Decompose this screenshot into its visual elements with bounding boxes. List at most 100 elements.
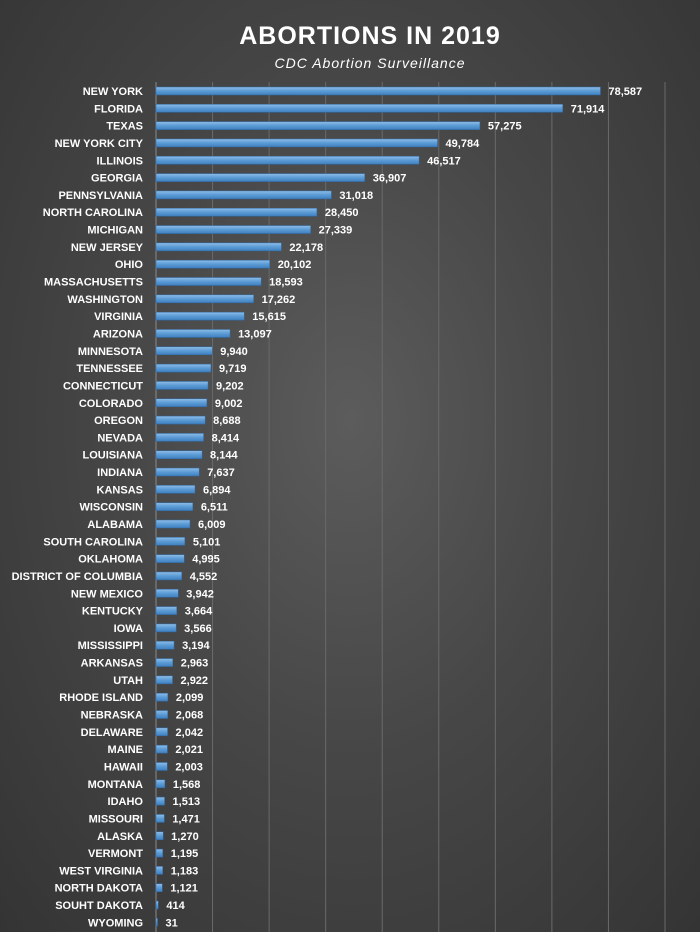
category-label: SOUHT DAKOTA xyxy=(55,900,143,912)
bar xyxy=(155,848,164,858)
category-label: KANSAS xyxy=(97,484,143,496)
data-label: 5,101 xyxy=(193,536,221,548)
category-label: NORTH CAROLINA xyxy=(43,207,143,219)
data-label: 4,552 xyxy=(190,571,218,583)
data-label: 1,270 xyxy=(171,831,199,843)
data-label: 2,922 xyxy=(181,675,209,687)
category-label: WEST VIRGINIA xyxy=(59,865,143,877)
data-label: 6,894 xyxy=(203,484,231,496)
bar xyxy=(155,918,158,927)
category-label: UTAH xyxy=(113,675,143,687)
data-label: 1,121 xyxy=(170,883,198,895)
data-label: 31 xyxy=(166,917,178,929)
data-label: 27,339 xyxy=(319,225,353,237)
data-label: 7,637 xyxy=(207,467,235,479)
category-label: DISTRICT OF COLUMBIA xyxy=(12,571,143,583)
data-label: 9,719 xyxy=(219,363,247,375)
bar xyxy=(155,467,200,477)
data-label: 22,178 xyxy=(289,242,323,254)
category-label: KENTUCKY xyxy=(82,606,144,618)
category-label: ARKANSAS xyxy=(81,658,143,670)
bar xyxy=(155,554,185,563)
bar xyxy=(155,242,282,252)
bar xyxy=(155,589,179,598)
data-label: 20,102 xyxy=(278,259,312,271)
category-label: TEXAS xyxy=(106,121,143,133)
data-label: 18,593 xyxy=(269,277,303,289)
category-label: MISSOURI xyxy=(89,813,143,825)
bar xyxy=(155,831,164,841)
bar xyxy=(155,277,262,286)
category-label: NEW JERSEY xyxy=(71,242,144,254)
bar xyxy=(155,537,186,546)
category-label: NEW YORK CITY xyxy=(55,138,144,150)
category-label: MONTANA xyxy=(88,779,143,791)
bar xyxy=(155,519,191,529)
data-label: 1,513 xyxy=(173,796,201,808)
data-label: 3,664 xyxy=(185,606,213,618)
category-label: CONNECTICUT xyxy=(63,380,143,392)
chart-subtitle: CDC Abortion Surveillance xyxy=(274,55,466,71)
bar xyxy=(155,727,168,737)
category-label: WASHINGTON xyxy=(67,294,143,306)
category-label: RHODE ISLAND xyxy=(59,692,143,704)
bar xyxy=(155,433,204,442)
bar xyxy=(155,121,481,130)
bar xyxy=(155,900,159,910)
bar xyxy=(155,762,168,771)
data-label: 13,097 xyxy=(238,328,272,340)
bar xyxy=(155,138,438,148)
data-label: 2,099 xyxy=(176,692,204,704)
data-label: 57,275 xyxy=(488,121,522,133)
bar xyxy=(155,381,209,390)
category-label: OKLAHOMA xyxy=(78,554,143,566)
bar xyxy=(155,744,168,754)
data-label: 71,914 xyxy=(571,103,606,115)
bar xyxy=(155,866,163,875)
data-label: 8,688 xyxy=(213,415,241,427)
bar xyxy=(155,675,173,685)
data-label: 6,511 xyxy=(201,502,228,514)
bar xyxy=(155,311,245,321)
category-label: NEBRASKA xyxy=(81,710,143,722)
data-label: 3,566 xyxy=(184,623,212,635)
bar xyxy=(155,259,270,269)
data-label: 2,003 xyxy=(175,761,203,773)
data-label: 2,963 xyxy=(181,658,209,670)
data-label: 1,183 xyxy=(171,865,199,877)
data-label: 28,450 xyxy=(325,207,359,219)
bar xyxy=(155,571,182,581)
data-label: 4,995 xyxy=(192,554,220,566)
data-label: 2,021 xyxy=(175,744,203,756)
bar xyxy=(155,796,165,806)
category-label: VERMONT xyxy=(88,848,143,860)
data-label: 2,042 xyxy=(176,727,204,739)
bar xyxy=(155,658,174,667)
category-label: HAWAII xyxy=(104,761,143,773)
bar xyxy=(155,329,231,338)
data-label: 1,568 xyxy=(173,779,201,791)
category-label: ILLINOIS xyxy=(97,155,143,167)
data-label: 49,784 xyxy=(446,138,481,150)
bar xyxy=(155,710,168,719)
category-label: OHIO xyxy=(115,259,144,271)
category-label: OREGON xyxy=(94,415,143,427)
bar xyxy=(155,398,208,408)
data-label: 46,517 xyxy=(427,155,461,167)
data-label: 36,907 xyxy=(373,173,407,185)
chart-title: ABORTIONS IN 2019 xyxy=(239,22,501,50)
category-label: MINNESOTA xyxy=(78,346,143,358)
category-label: IDAHO xyxy=(108,796,144,808)
bar xyxy=(155,346,213,356)
category-label: FLORIDA xyxy=(94,103,143,115)
category-label: INDIANA xyxy=(97,467,143,479)
data-label: 8,414 xyxy=(212,432,240,444)
data-label: 9,002 xyxy=(215,398,243,410)
category-label: COLORADO xyxy=(79,398,144,410)
data-label: 3,194 xyxy=(182,640,210,652)
category-label: ARIZONA xyxy=(93,328,143,340)
bar xyxy=(155,415,206,425)
bar xyxy=(155,207,318,217)
